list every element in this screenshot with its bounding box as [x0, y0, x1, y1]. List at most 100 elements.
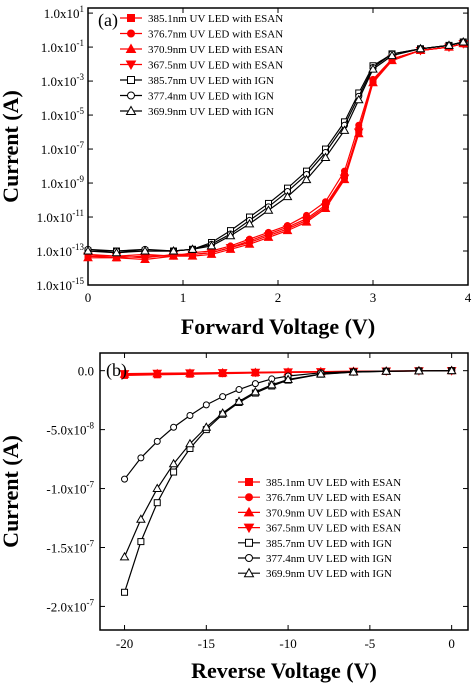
series-path — [87, 41, 464, 254]
data-point — [152, 369, 163, 379]
series-path — [87, 41, 464, 252]
data-point — [282, 191, 293, 201]
x-tick-label: 4 — [465, 290, 472, 305]
y-axis-title: Current (A) — [0, 435, 23, 548]
y-tick-label-base: 1.0x10 — [36, 278, 72, 293]
legend-label: 377.4nm UV LED with IGN — [266, 553, 392, 565]
data-point — [136, 514, 146, 523]
y-tick-label-base: 1.0x10 — [41, 40, 77, 55]
y-tick-label-base: 1.0x10 — [41, 74, 77, 89]
y-tick-label-base: 1.0x10 — [41, 108, 77, 123]
data-point — [263, 232, 274, 241]
y-tick-label-exp: -7 — [87, 538, 95, 548]
data-point — [251, 380, 259, 388]
y-tick-label: -1.0x10-7 — [46, 480, 94, 497]
y-tick-label-exp: -11 — [72, 208, 84, 218]
data-point — [234, 396, 244, 405]
x-tick-label: 2 — [275, 290, 282, 305]
y-tick-label: 1.0x10-15 — [36, 276, 84, 293]
y-tick-label: 1.0x10-11 — [37, 208, 84, 225]
data-point — [339, 174, 350, 183]
y-tick-label: 1.0x10-13 — [36, 242, 84, 259]
legend-label: 370.9nm UV LED with ESAN — [148, 44, 283, 56]
y-tick-label-exp: -3 — [77, 72, 85, 82]
data-point — [202, 401, 210, 409]
legend-label: 369.9nm UV LED with IGN — [148, 106, 274, 118]
legend-marker — [125, 105, 137, 115]
data-point — [339, 125, 350, 134]
x-tick-label: 0 — [448, 636, 455, 651]
series-line — [84, 40, 467, 260]
legend-marker — [127, 76, 135, 84]
y-tick-label: 1.0x10-9 — [41, 174, 85, 191]
y-tick-label-exp: -15 — [72, 276, 84, 286]
data-point — [83, 246, 93, 255]
data-point — [152, 483, 163, 493]
data-point — [353, 128, 364, 138]
y-tick-label: 1.0x10-5 — [41, 106, 85, 123]
data-point — [250, 368, 261, 378]
x-axis-title: Reverse Voltage (V) — [191, 658, 377, 683]
legend-marker — [125, 43, 137, 53]
data-point — [348, 366, 359, 376]
data-point — [170, 423, 178, 431]
series-path — [87, 43, 464, 259]
data-point — [320, 203, 331, 212]
y-tick-label-base: 1.0x10 — [44, 6, 80, 21]
data-point — [121, 475, 129, 483]
data-point — [186, 411, 194, 419]
data-point — [368, 77, 378, 87]
data-point — [250, 386, 261, 396]
y-tick-label-base: 1.0x10 — [37, 210, 73, 225]
legend-label: 385.1nm UV LED with ESAN — [266, 477, 401, 489]
data-point — [263, 205, 274, 214]
legend-marker — [127, 14, 135, 22]
legend-label: 369.9nm UV LED with IGN — [266, 568, 392, 580]
y-tick-label: 1.0x10-3 — [41, 72, 85, 89]
data-point — [266, 379, 277, 389]
data-point — [153, 499, 161, 507]
x-axis-title: Forward Voltage (V) — [181, 314, 375, 339]
panel-a: 0 1 2 3 41.0x1011.0x10-11.0x10-31.0x10-51.0x… — [0, 4, 472, 339]
y-tick-label-base: -1.5x10 — [46, 540, 86, 555]
y-tick-label: 1.0x10-7 — [41, 140, 85, 157]
data-point — [235, 386, 243, 394]
series-line — [83, 36, 469, 257]
data-point — [217, 369, 228, 378]
legend-label: 376.7nm UV LED with ESAN — [266, 492, 401, 504]
y-tick-label: -5.0x10-8 — [46, 421, 94, 438]
data-point — [225, 230, 236, 240]
data-point — [283, 374, 293, 384]
y-tick-label-exp: -9 — [77, 174, 85, 184]
data-point — [387, 50, 397, 60]
data-point — [119, 370, 130, 379]
data-point — [219, 393, 227, 401]
data-point — [301, 216, 312, 226]
series-line — [83, 38, 469, 264]
x-tick-label: 1 — [180, 290, 187, 305]
panel-label: (a) — [98, 10, 118, 31]
data-point — [119, 551, 130, 561]
y-tick-label-exp: -1 — [77, 38, 85, 48]
legend-marker — [243, 506, 255, 517]
data-point — [137, 454, 145, 462]
data-point — [444, 40, 454, 49]
x-tick-label: -15 — [198, 636, 215, 651]
legend-label: 377.4nm UV LED with IGN — [148, 91, 274, 103]
legend-marker — [127, 29, 135, 38]
y-tick-label-base: -2.0x10 — [46, 599, 86, 614]
data-point — [140, 246, 150, 255]
y-tick-label: -1.5x10-7 — [46, 538, 94, 555]
series-path — [87, 43, 464, 257]
data-point — [121, 588, 129, 596]
data-point — [283, 368, 293, 377]
y-tick-label-exp: -13 — [72, 242, 84, 252]
data-point — [187, 244, 198, 253]
data-point — [446, 365, 457, 375]
y-tick-label-exp: 1 — [80, 4, 85, 14]
legend-marker — [125, 60, 137, 71]
y-tick-label: 0.0 — [78, 364, 94, 379]
data-point — [414, 365, 424, 375]
data-point — [168, 246, 179, 255]
legend-label: 385.7nm UV LED with IGN — [148, 75, 274, 87]
